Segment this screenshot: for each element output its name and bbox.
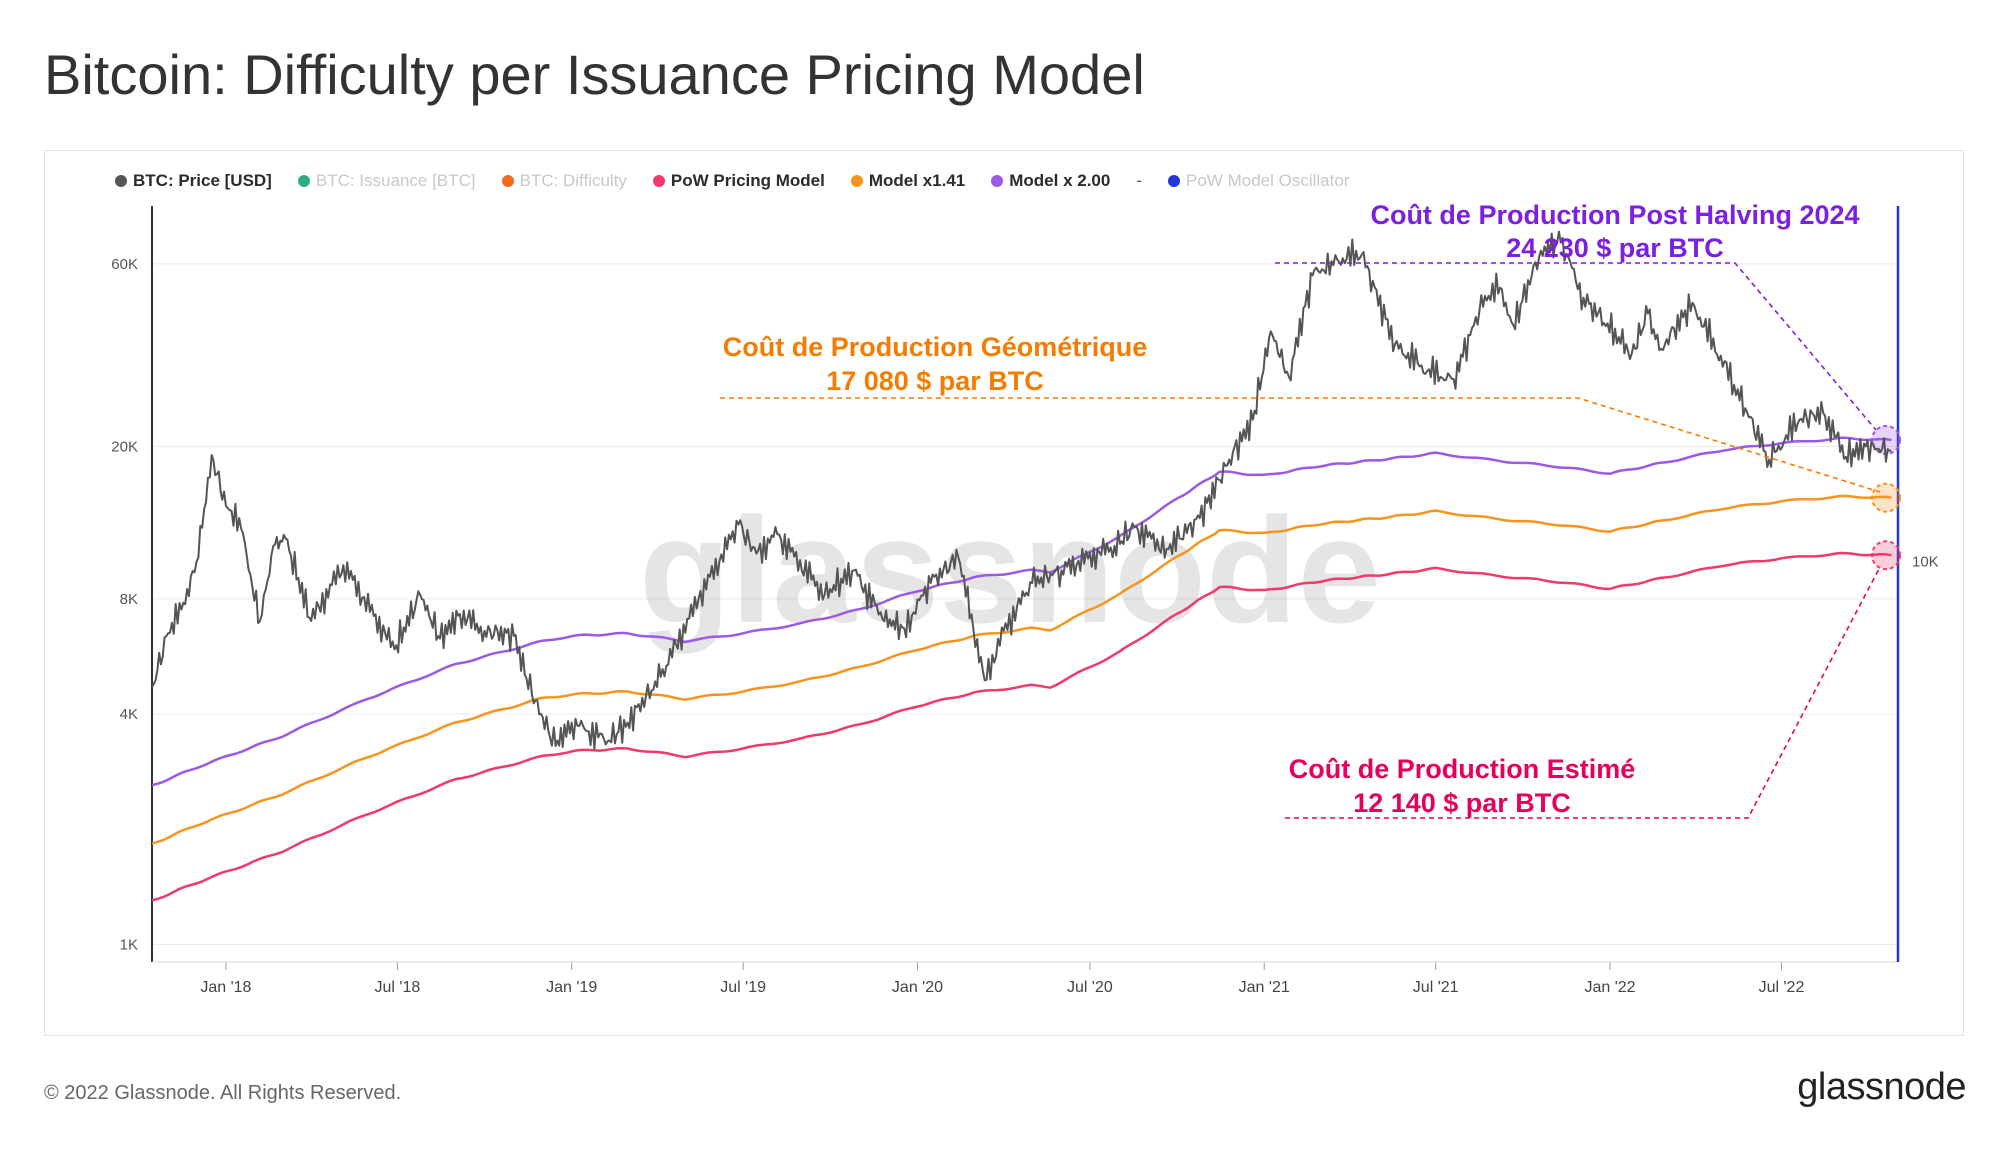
- legend-label: Model x1.41: [868, 171, 966, 190]
- legend-swatch-icon: [501, 175, 514, 187]
- axes: 1K 4K 8K 20K 60K 10K Jan '18 Jul '18 Jan '19 Jul …: [111, 206, 1939, 996]
- annotation-leader-line: [1285, 566, 1881, 819]
- series-end-marker: [1871, 540, 1901, 571]
- x-tick-label: Jul '18: [374, 979, 420, 996]
- legend-swatch-icon: [850, 175, 863, 187]
- series-end-marker: [1871, 482, 1901, 513]
- series-line: [151, 494, 1892, 845]
- legend-label: PoW Model Oscillator: [1186, 171, 1350, 190]
- annotation-leader-line: [720, 397, 1881, 493]
- legend-item[interactable]: PoW Model Oscillator: [1168, 171, 1349, 191]
- annotation-geometric-line2: 17 080 $ par BTC: [826, 366, 1044, 396]
- legend-swatch-icon: [652, 175, 665, 187]
- y-tick-label: 8K: [120, 591, 138, 608]
- y-tick-label: 20K: [111, 439, 138, 456]
- grid-lines: [152, 263, 1898, 945]
- series-line: [151, 230, 1892, 750]
- annotation-geometric-line1: Coût de Production Géométrique: [723, 332, 1148, 362]
- x-tick-label: Jan '22: [1584, 979, 1635, 996]
- annotation-halving-line2: 24 230 $ par BTC: [1506, 233, 1724, 263]
- reference-group: [720, 262, 1881, 819]
- legend-label: BTC: Price [USD]: [133, 171, 272, 190]
- legend-item[interactable]: BTC: Difficulty: [501, 171, 627, 191]
- legend-separator: -: [1136, 171, 1143, 190]
- legend-item[interactable]: Model x 2.00: [991, 171, 1110, 191]
- series-line: [151, 436, 1892, 787]
- x-tick-label: Jul '19: [720, 979, 766, 996]
- right-tick-label: 10K: [1912, 554, 1939, 571]
- chart-legend: BTC: Price [USD] BTC: Issuance [BTC] BTC: …: [115, 168, 1375, 194]
- y-tick-label: 1K: [120, 936, 138, 953]
- legend-label: BTC: Difficulty: [519, 171, 627, 190]
- x-tick-label: Jul '20: [1067, 979, 1113, 996]
- annotation-estimated-line1: Coût de Production Estimé: [1289, 754, 1636, 784]
- x-tick-label: Jan '19: [546, 979, 597, 996]
- x-tick-label: Jul '21: [1413, 979, 1459, 996]
- series-group: [151, 230, 1901, 902]
- annotation-halving-line1: Coût de Production Post Halving 2024: [1370, 200, 1859, 230]
- legend-item[interactable]: PoW Pricing Model: [652, 171, 825, 191]
- x-tick-label: Jan '18: [200, 979, 251, 996]
- annotation-estimated-line2: 12 140 $ par BTC: [1353, 788, 1571, 818]
- footer-copyright: © 2022 Glassnode. All Rights Reserved.: [44, 1082, 402, 1104]
- legend-item[interactable]: BTC: Price [USD]: [115, 171, 272, 191]
- legend-swatch-icon: [297, 175, 310, 187]
- annotation-leader-line: [1275, 262, 1877, 431]
- y-tick-label: 4K: [120, 706, 138, 723]
- legend-item[interactable]: Model x1.41: [850, 171, 966, 191]
- legend-label: PoW Pricing Model: [670, 171, 825, 190]
- chart-panel: [44, 150, 1964, 1036]
- legend-swatch-icon: [991, 175, 1004, 187]
- legend-swatch-icon: [115, 175, 127, 187]
- x-tick-label: Jan '21: [1239, 979, 1290, 996]
- legend-label: Model x 2.00: [1009, 171, 1111, 190]
- legend-label: BTC: Issuance [BTC]: [315, 171, 476, 190]
- legend-swatch-icon: [1168, 175, 1181, 187]
- x-tick-label: Jul '22: [1759, 979, 1805, 996]
- chart-title: Bitcoin: Difficulty per Issuance Pricing…: [44, 43, 1145, 106]
- legend-item[interactable]: BTC: Issuance [BTC]: [297, 171, 476, 191]
- y-tick-label: 60K: [111, 256, 138, 273]
- footer-brand-logo: glassnode: [1797, 1066, 1966, 1108]
- series-line: [151, 551, 1892, 902]
- x-tick-label: Jan '20: [892, 979, 943, 996]
